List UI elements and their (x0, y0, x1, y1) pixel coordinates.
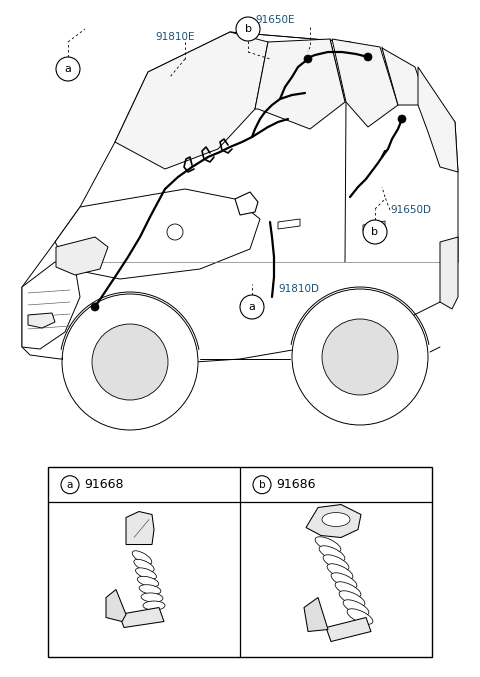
Ellipse shape (141, 593, 163, 602)
Ellipse shape (139, 585, 161, 594)
Circle shape (240, 295, 264, 319)
Ellipse shape (323, 554, 349, 570)
Circle shape (398, 115, 406, 123)
Ellipse shape (335, 582, 361, 597)
Ellipse shape (132, 551, 152, 564)
Polygon shape (363, 221, 385, 231)
Polygon shape (22, 32, 458, 362)
Circle shape (91, 303, 99, 311)
Polygon shape (278, 219, 300, 229)
Text: b: b (244, 24, 252, 34)
Polygon shape (306, 504, 361, 538)
Circle shape (92, 324, 168, 400)
Circle shape (61, 476, 79, 494)
Text: b: b (372, 227, 379, 237)
Circle shape (62, 294, 198, 430)
Ellipse shape (327, 564, 353, 580)
Ellipse shape (143, 601, 165, 610)
Text: 91810E: 91810E (155, 32, 194, 42)
Polygon shape (326, 617, 371, 642)
Polygon shape (28, 313, 55, 328)
Text: b: b (259, 480, 265, 489)
Polygon shape (126, 512, 154, 544)
Circle shape (363, 220, 387, 244)
Ellipse shape (315, 537, 341, 552)
Text: 91650E: 91650E (255, 15, 295, 25)
Ellipse shape (322, 512, 350, 527)
Polygon shape (22, 262, 80, 349)
Polygon shape (55, 189, 260, 279)
Ellipse shape (137, 576, 159, 587)
Ellipse shape (339, 591, 365, 606)
Polygon shape (440, 237, 458, 309)
FancyBboxPatch shape (48, 467, 432, 657)
Circle shape (167, 224, 183, 240)
Polygon shape (255, 39, 345, 129)
Polygon shape (56, 237, 108, 275)
Text: a: a (67, 480, 73, 489)
Polygon shape (382, 48, 428, 105)
Text: 91686: 91686 (276, 478, 315, 492)
Ellipse shape (134, 559, 154, 571)
Text: a: a (65, 64, 72, 74)
Text: 91810D: 91810D (278, 284, 319, 294)
Text: 91650D: 91650D (390, 205, 431, 215)
Ellipse shape (331, 573, 357, 588)
Circle shape (253, 476, 271, 494)
Ellipse shape (319, 546, 345, 561)
Circle shape (364, 53, 372, 61)
Ellipse shape (347, 609, 373, 624)
Text: 91668: 91668 (84, 478, 123, 492)
Ellipse shape (135, 568, 156, 579)
Polygon shape (119, 607, 164, 628)
Polygon shape (235, 192, 258, 215)
Circle shape (304, 55, 312, 63)
Ellipse shape (343, 600, 369, 615)
Polygon shape (304, 598, 328, 632)
Circle shape (322, 319, 398, 395)
Circle shape (56, 57, 80, 81)
Circle shape (292, 289, 428, 425)
Polygon shape (106, 590, 126, 621)
Text: a: a (249, 302, 255, 312)
Polygon shape (418, 67, 458, 172)
Polygon shape (332, 39, 398, 127)
Circle shape (236, 17, 260, 41)
Polygon shape (115, 32, 268, 169)
